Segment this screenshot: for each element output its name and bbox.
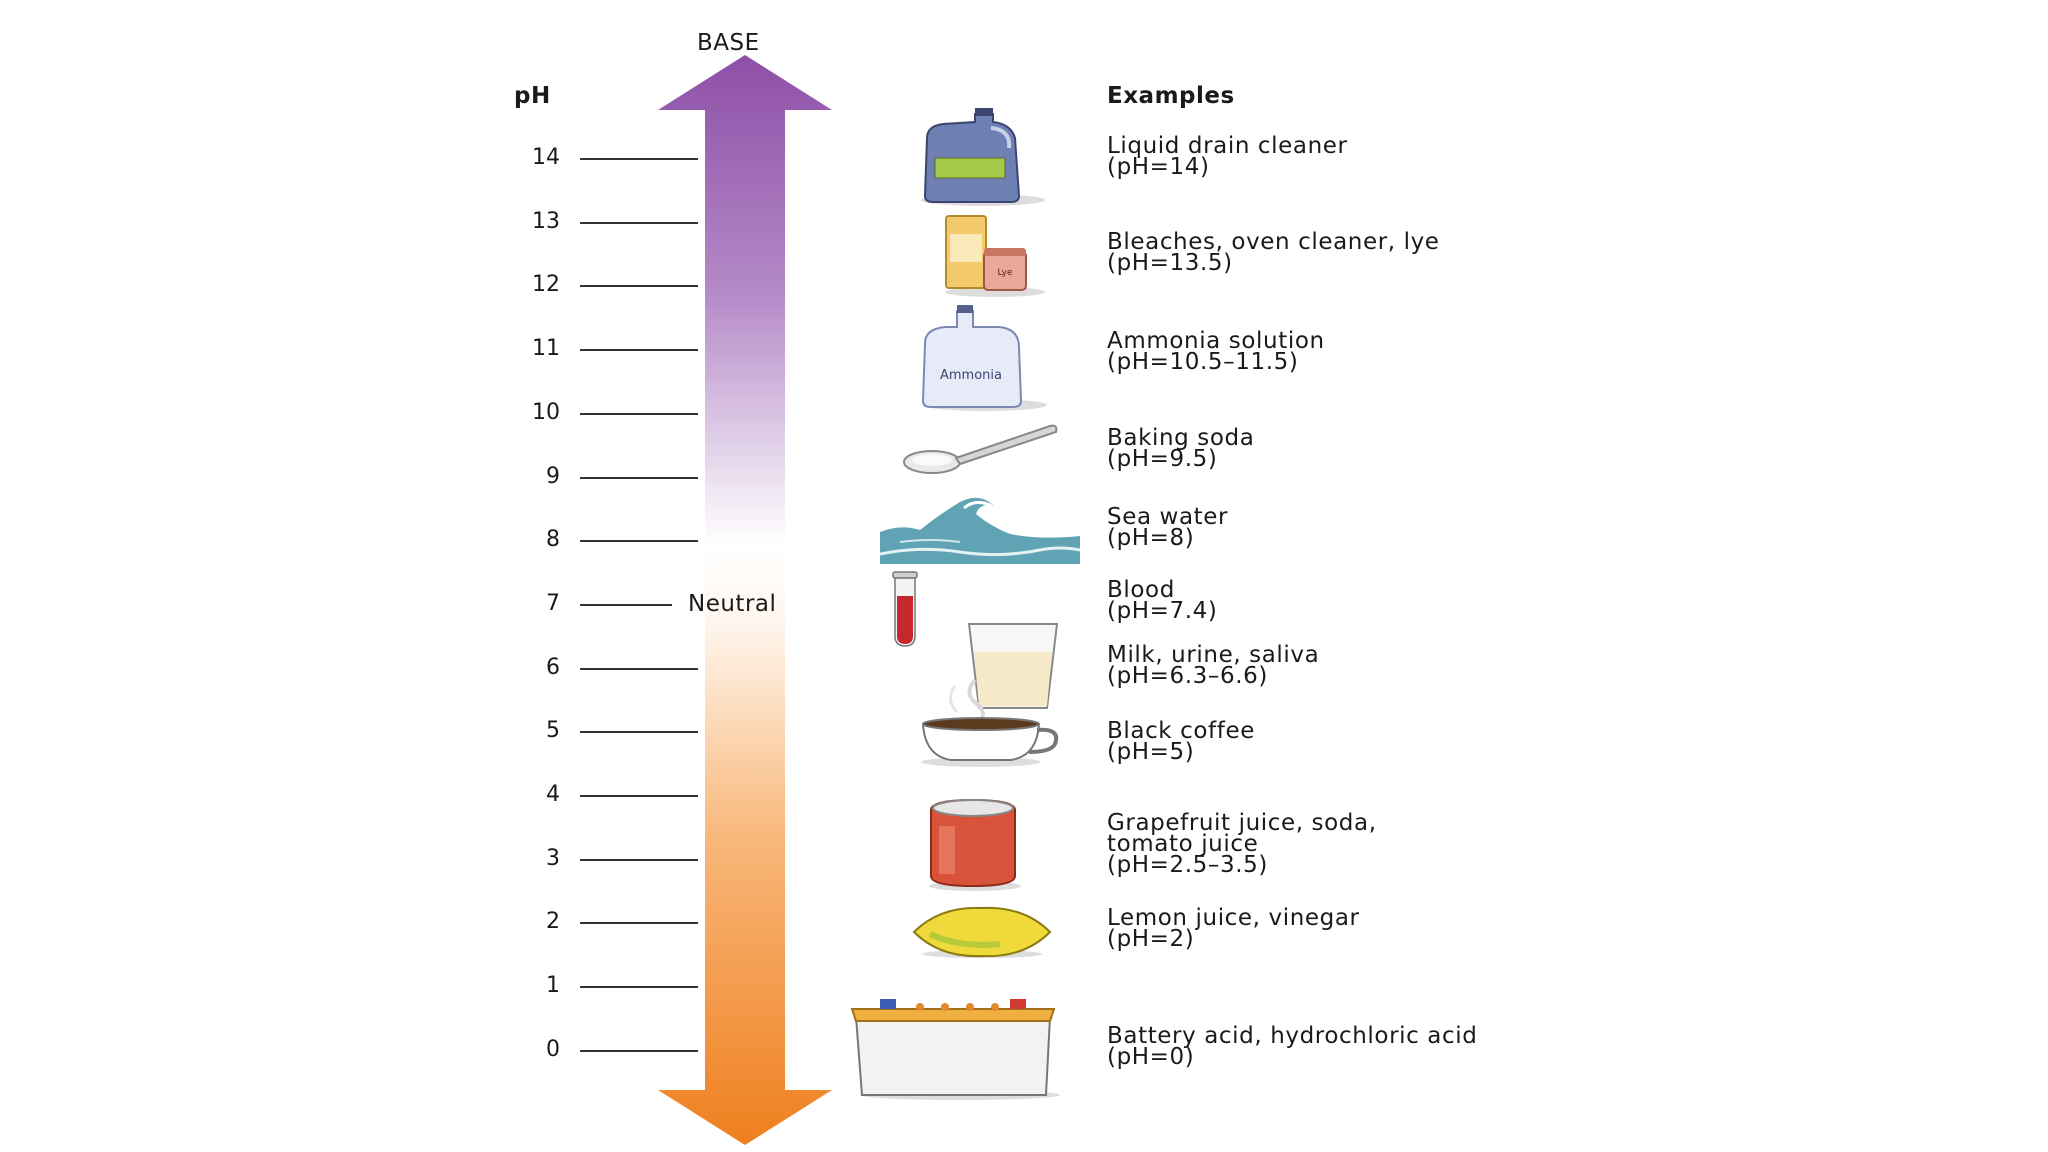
ph-tick-line-4 — [580, 795, 698, 797]
bleach-lye-containers-icon: Lye — [945, 215, 1045, 297]
example-name: Grapefruit juice, soda, — [1107, 810, 1377, 836]
example-name: Battery acid, hydrochloric acid — [1107, 1023, 1478, 1049]
ph-tick-label-0: 0 — [546, 1036, 560, 1062]
example-item: Sea water (pH=8) — [1107, 504, 1229, 551]
ph-tick-label-8: 8 — [546, 527, 560, 553]
wave-icon — [880, 497, 1080, 564]
ph-tick-line-11 — [580, 349, 698, 352]
example-item: Ammonia solution (pH=10.5–11.5) — [1107, 328, 1325, 375]
ph-tick-label-14: 14 — [532, 145, 560, 170]
example-name: Baking soda — [1107, 425, 1255, 451]
ph-tick-line-0 — [580, 1049, 698, 1052]
example-ph-value: (pH=2.5–3.5) — [1107, 852, 1268, 878]
ph-tick-line-6 — [580, 667, 698, 670]
examples-header: Examples — [1107, 83, 1235, 109]
ph-tick-label-12: 12 — [532, 272, 560, 298]
ph-tick-label-6: 6 — [546, 654, 560, 680]
example-ph-value: (pH=13.5) — [1107, 250, 1233, 276]
ph-tick-label-7: 7 — [546, 590, 560, 616]
test-tube-icon — [892, 571, 918, 647]
example-ph-value: (pH=2) — [1107, 926, 1195, 952]
example-item: Liquid drain cleaner (pH=14) — [1107, 133, 1348, 180]
example-ph-value: (pH=6.3–6.6) — [1107, 663, 1268, 689]
example-name: Bleaches, oven cleaner, lye — [1107, 229, 1440, 255]
lemon-icon — [912, 906, 1052, 958]
ph-tick-line-13 — [580, 221, 698, 224]
example-ph-value: (pH=8) — [1107, 525, 1195, 551]
example-name: Lemon juice, vinegar — [1107, 905, 1360, 931]
example-ph-value: (pH=9.5) — [1107, 446, 1218, 472]
example-name: Milk, urine, saliva — [1107, 642, 1320, 668]
example-name: Black coffee — [1107, 718, 1255, 744]
example-name: tomato juice — [1107, 831, 1259, 857]
ammonia-bottle-label: Ammonia — [940, 368, 1002, 383]
ph-tick-line-2 — [580, 922, 698, 925]
ph-gradient-arrow — [658, 55, 832, 1145]
ph-tick-label-13: 13 — [532, 208, 560, 234]
example-ph-value: (pH=0) — [1107, 1044, 1195, 1070]
ph-tick-line-1 — [580, 986, 698, 989]
glass-icon — [967, 623, 1059, 709]
example-ph-value: (pH=5) — [1107, 739, 1195, 765]
example-item: Bleaches, oven cleaner, lye (pH=13.5) — [1107, 229, 1440, 276]
jug-icon — [921, 108, 1045, 206]
ph-tick-label-9: 9 — [546, 463, 560, 489]
ammonia-bottle-icon: Ammonia — [921, 305, 1047, 411]
ph-tick-label-4: 4 — [546, 782, 560, 807]
example-name: Ammonia solution — [1107, 328, 1325, 354]
ph-tick-label-2: 2 — [546, 909, 560, 935]
ph-tick-label-11: 11 — [532, 336, 560, 362]
neutral-label: Neutral — [688, 591, 777, 617]
ph-tick-label-5: 5 — [546, 718, 560, 744]
example-item: Battery acid, hydrochloric acid (pH=0) — [1107, 1023, 1478, 1070]
example-ph-value: (pH=10.5–11.5) — [1107, 349, 1299, 375]
example-name: Liquid drain cleaner — [1107, 133, 1348, 159]
example-item: Milk, urine, saliva (pH=6.3–6.6) — [1107, 642, 1320, 689]
battery-icon — [850, 999, 1060, 1100]
ph-tick-line-7 — [580, 603, 672, 606]
ph-tick-line-5 — [580, 731, 698, 734]
soda-can-icon — [929, 798, 1021, 891]
ph-tick-line-9 — [580, 476, 698, 479]
example-item: Lemon juice, vinegar (pH=2) — [1107, 905, 1360, 952]
coffee-cup-icon — [921, 678, 1059, 767]
ph-tick-line-10 — [580, 412, 698, 415]
ph-tick-line-12 — [580, 285, 698, 288]
ph-tick-line-14 — [580, 158, 698, 160]
example-item: Baking soda (pH=9.5) — [1107, 425, 1255, 472]
example-ph-value: (pH=14) — [1107, 154, 1210, 180]
example-name: Blood — [1107, 577, 1175, 603]
lye-label: Lye — [997, 268, 1013, 278]
ph-tick-label-1: 1 — [546, 973, 560, 999]
spoon-icon — [903, 424, 1058, 474]
example-ph-value: (pH=7.4) — [1107, 598, 1218, 624]
ph-axis-label: pH — [514, 83, 551, 109]
example-item: Grapefruit juice, soda, tomato juice (pH=2… — [1107, 810, 1377, 878]
ph-tick-label-3: 3 — [546, 845, 560, 871]
base-label: BASE — [697, 30, 760, 56]
example-name: Sea water — [1107, 504, 1229, 530]
ph-tick-line-3 — [580, 858, 698, 861]
ph-tick-line-8 — [580, 540, 698, 543]
example-item: Blood (pH=7.4) — [1107, 577, 1218, 624]
example-item: Black coffee (pH=5) — [1107, 718, 1255, 765]
ph-tick-label-10: 10 — [532, 399, 560, 425]
